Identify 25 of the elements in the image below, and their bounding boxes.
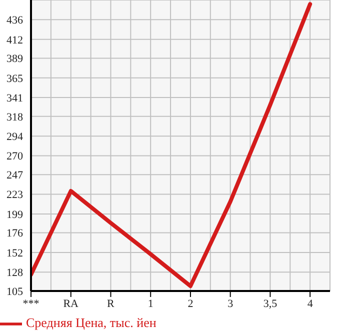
y-tick-label: 412 xyxy=(6,34,23,46)
y-tick-label: 341 xyxy=(6,92,23,104)
y-tick-label: 152 xyxy=(6,247,23,260)
y-tick-label: 318 xyxy=(6,111,24,124)
x-tick-label: 2 xyxy=(188,298,194,310)
y-tick-label: 128 xyxy=(6,267,24,280)
y-tick-label: 436 xyxy=(6,14,24,27)
x-tick-label: RA xyxy=(63,298,79,310)
x-tick-label: R xyxy=(107,298,116,310)
legend-label: Средняя Цена, тыс. йен xyxy=(26,314,156,330)
y-tick-label: 105 xyxy=(6,286,24,298)
x-tick-label: 4 xyxy=(307,298,314,310)
y-tick-label: 199 xyxy=(6,208,24,221)
x-tick-label: *** xyxy=(22,298,40,310)
y-tick-label: 389 xyxy=(6,53,24,66)
x-tick-label: 1 xyxy=(148,298,154,310)
y-tick-label: 294 xyxy=(6,130,24,143)
y-tick-label: 223 xyxy=(6,189,24,202)
y-tick-label: 270 xyxy=(6,150,24,163)
line-series xyxy=(31,2,312,288)
x-tick-label: 3,5 xyxy=(263,298,278,310)
y-tick-label: 365 xyxy=(6,72,24,85)
y-tick-label: 176 xyxy=(6,228,24,240)
y-tick-label: 247 xyxy=(6,170,24,182)
x-tick-label: 3 xyxy=(228,298,234,310)
